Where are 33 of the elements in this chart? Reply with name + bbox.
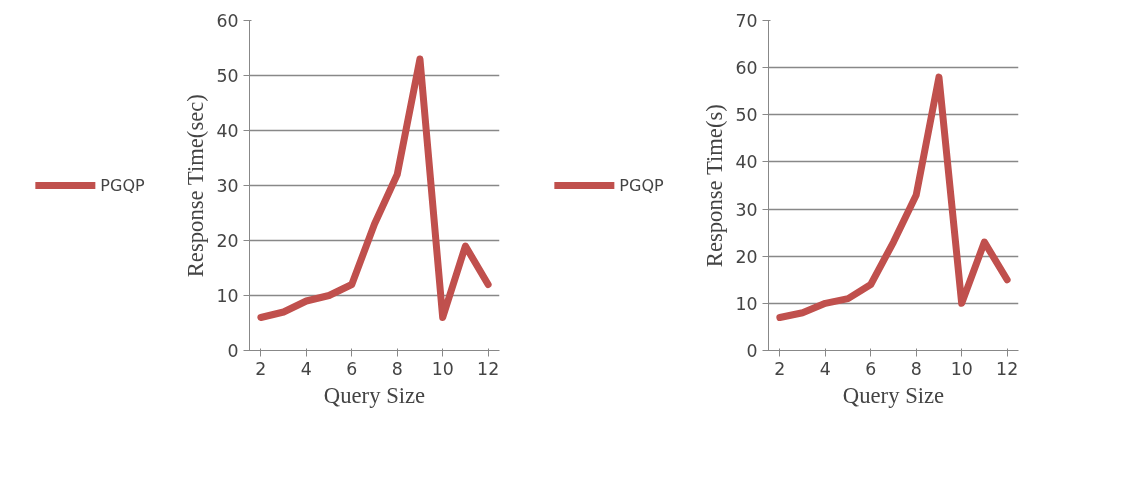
x-tick-label: 12 [996, 358, 1019, 379]
y-axis-title: Response Time(sec) [183, 94, 209, 278]
x-tick-label: 2 [774, 358, 786, 379]
y-tick-label: 10 [735, 293, 758, 314]
x-tick-label: 2 [255, 358, 267, 379]
y-tick-label: 60 [216, 11, 239, 31]
y-tick-label: 0 [227, 341, 239, 361]
y-tick-label: 40 [735, 152, 758, 173]
x-axis-title: Query Size [842, 382, 945, 408]
y-axis-title: Response Time(s) [702, 104, 728, 268]
y-tick-label: 10 [216, 286, 239, 306]
x-tick-label: 6 [346, 358, 358, 379]
x-tick-label: 4 [819, 358, 831, 379]
legend-label: PGQP [619, 175, 664, 195]
y-tick-label: 50 [735, 105, 758, 126]
x-tick-label: 10 [950, 358, 973, 379]
x-tick-label: 6 [865, 358, 877, 379]
y-tick-label: 50 [216, 66, 239, 86]
y-tick-label: 30 [735, 199, 758, 220]
x-axis-title: Query Size [323, 382, 426, 408]
y-tick-label: 60 [735, 58, 758, 79]
y-tick-label: 20 [735, 246, 758, 267]
x-tick-label: 8 [391, 358, 403, 379]
legend-label: PGQP [100, 175, 145, 195]
x-tick-label: 12 [477, 358, 500, 379]
y-tick-label: 40 [216, 121, 239, 141]
y-tick-label: 20 [216, 231, 239, 251]
y-tick-label: 30 [216, 176, 239, 196]
x-tick-label: 8 [910, 358, 922, 379]
x-tick-label: 10 [431, 358, 454, 379]
y-tick-label: 70 [735, 11, 758, 31]
x-tick-label: 4 [300, 358, 312, 379]
y-tick-label: 0 [746, 341, 758, 361]
